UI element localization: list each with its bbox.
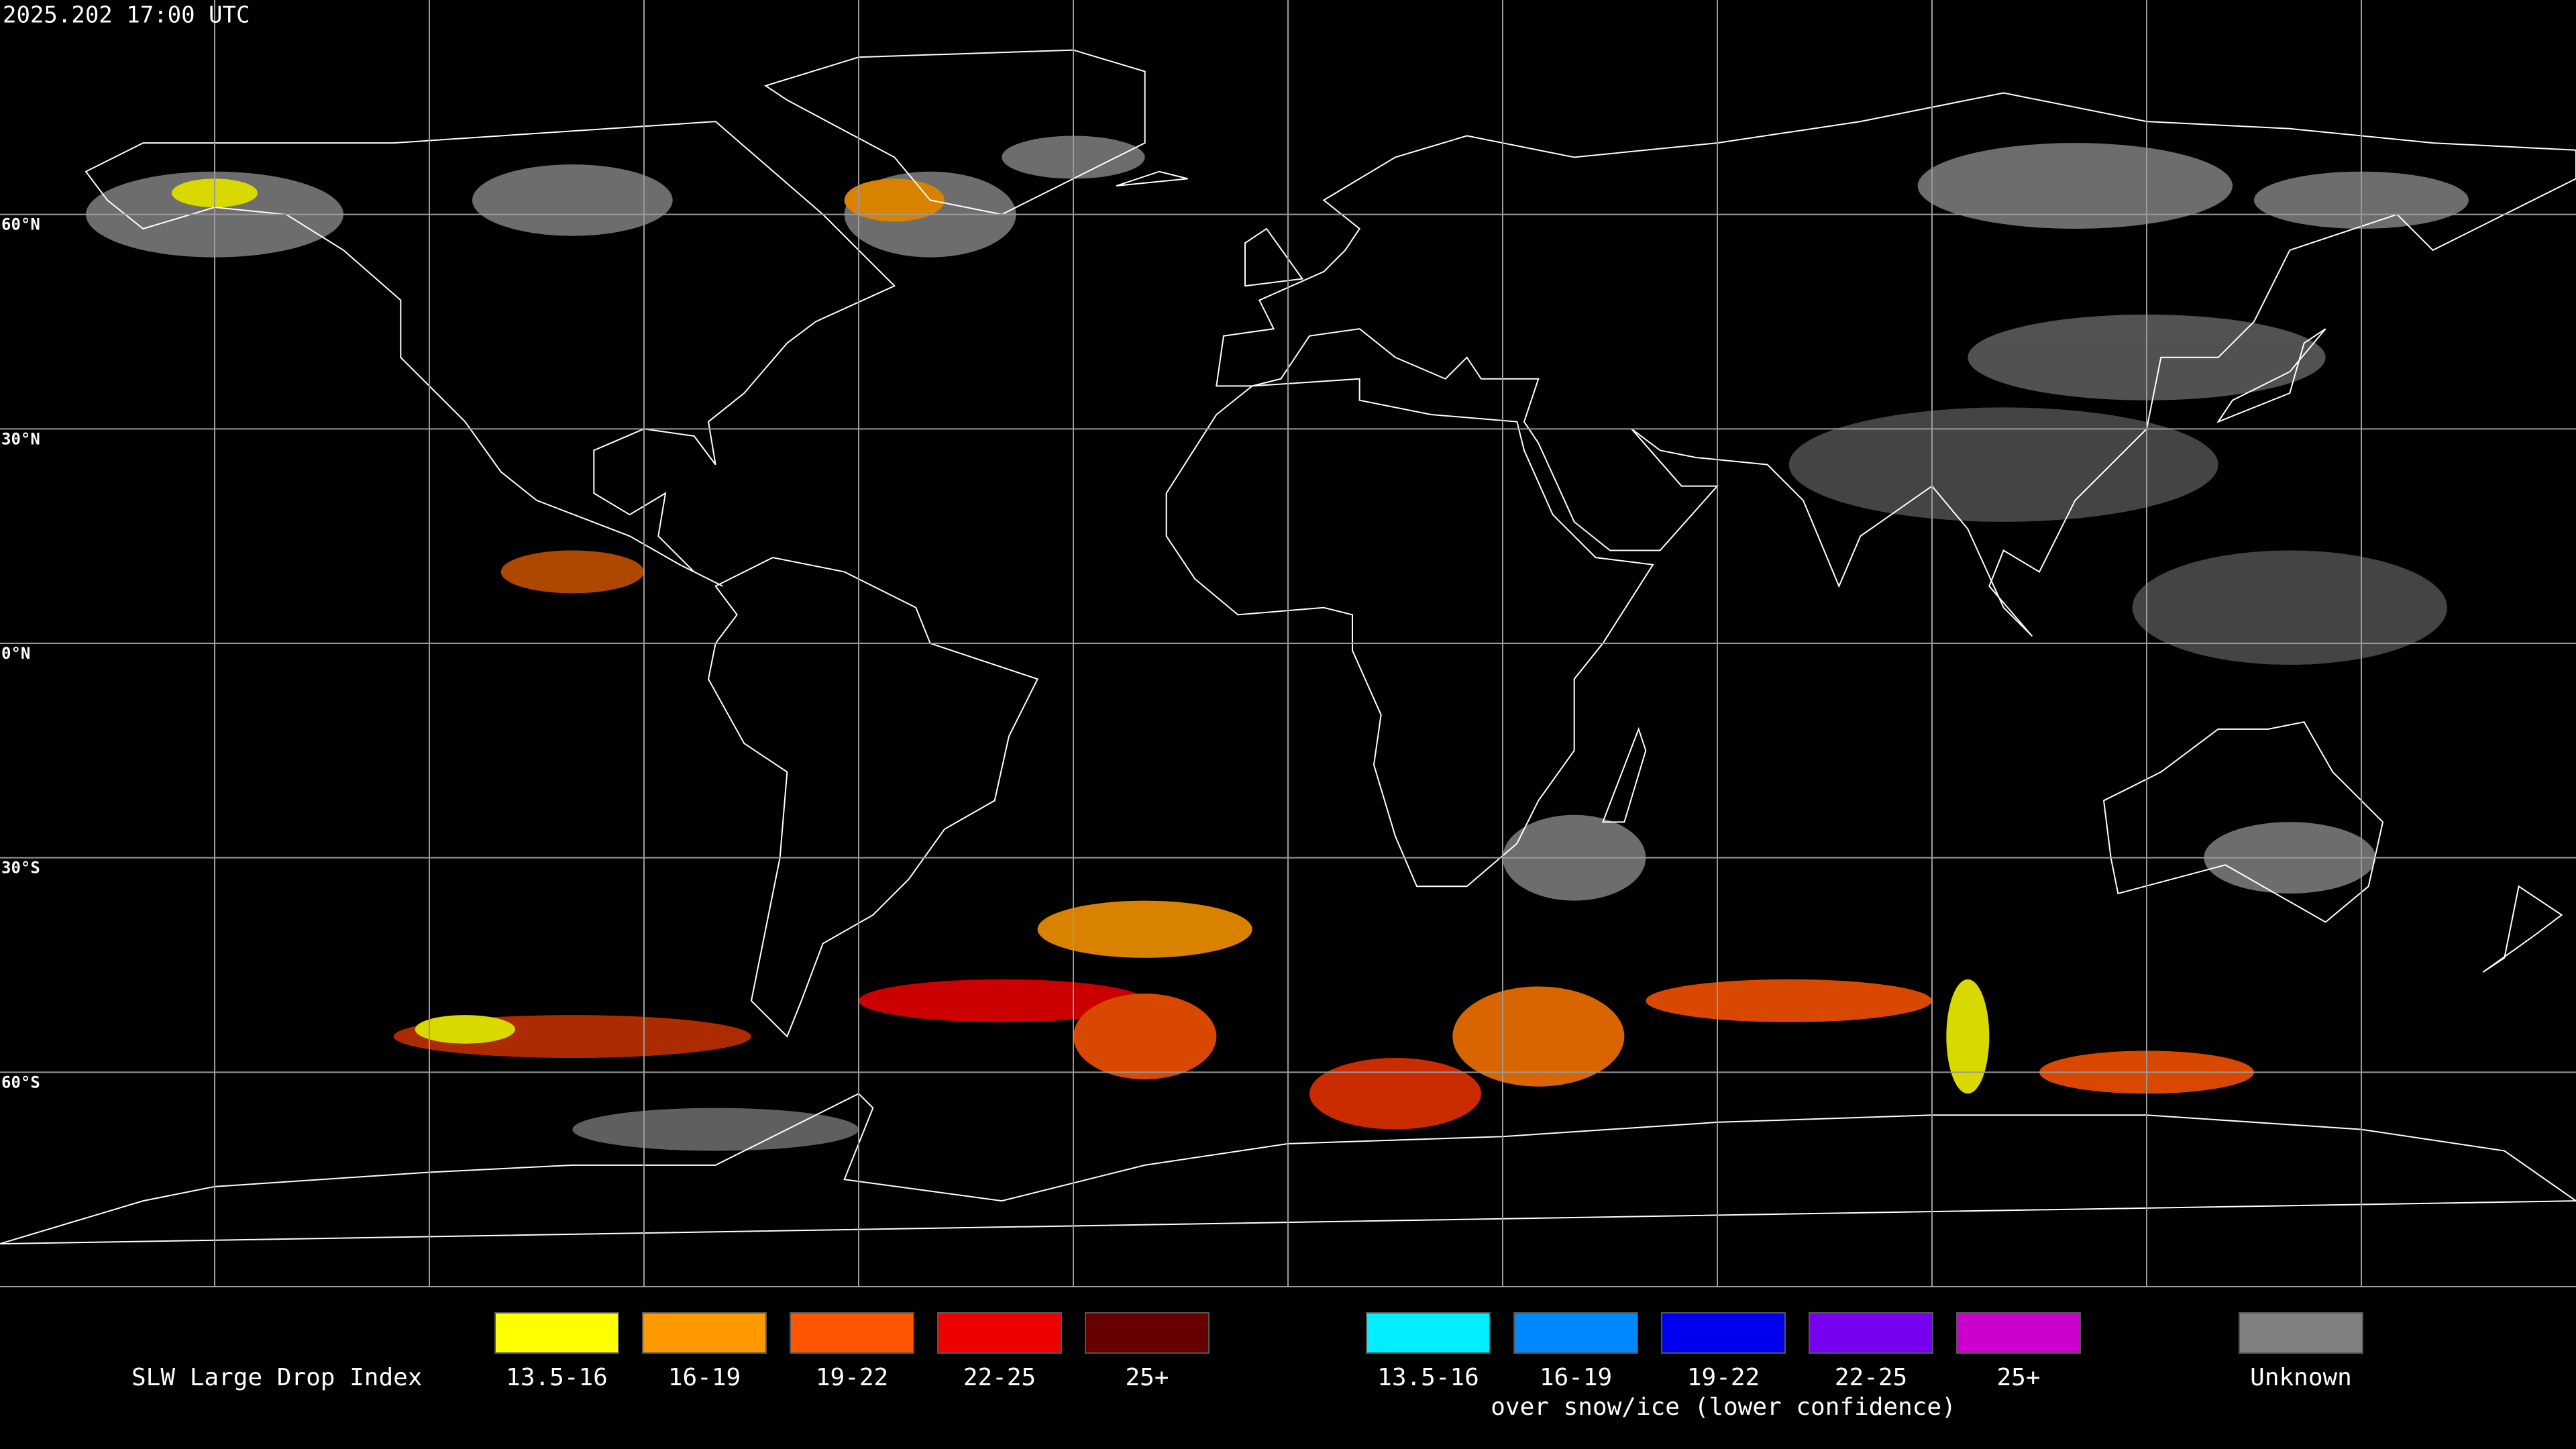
graticule [0,0,2576,1287]
legend-label: 19-22 [1687,1364,1760,1391]
legend-label: Unknown [2250,1364,2352,1391]
legend-swatch [1366,1312,1491,1354]
legend-title: SLW Large Drop Index [131,1364,422,1391]
latitude-label: 30°S [1,859,40,877]
legend-swatch [1661,1312,1786,1354]
legend-swatch [2239,1312,2363,1354]
legend-swatch [937,1312,1062,1354]
legend-label: 13.5-16 [1377,1364,1479,1391]
latitude-labels: 60°N 30°N 0°N 30°S 60°S [1,215,40,1092]
legend-swatch [1809,1312,1933,1354]
legend: 13.5-16 16-19 19-22 22-25 25+ 13.5-16 16-19 19-… [494,1312,2363,1421]
legend-label: 19-22 [816,1364,888,1391]
latitude-label: 30°N [1,429,40,448]
timestamp: 2025.202 17:00 UTC [3,2,250,29]
legend-label: 16-19 [668,1364,741,1391]
legend-label: 13.5-16 [506,1364,608,1391]
legend-swatch [1956,1312,2081,1354]
legend-label: 16-19 [1540,1364,1612,1391]
legend-label: 25+ [1996,1364,2040,1391]
latitude-label: 0°N [1,644,30,663]
legend-swatch [1085,1312,1210,1354]
latitude-label: 60°N [1,215,40,234]
legend-swatch [642,1312,767,1354]
legend-swatch [790,1312,914,1354]
cloud-field [85,136,2469,1151]
latitude-label: 60°S [1,1073,40,1091]
legend-label: 22-25 [1835,1364,1907,1391]
legend-caption: over snow/ice (lower confidence) [1491,1393,1956,1421]
legend-label: 25+ [1125,1364,1169,1391]
legend-swatch [494,1312,619,1354]
legend-swatch [1513,1312,1638,1354]
legend-label: 22-25 [963,1364,1036,1391]
